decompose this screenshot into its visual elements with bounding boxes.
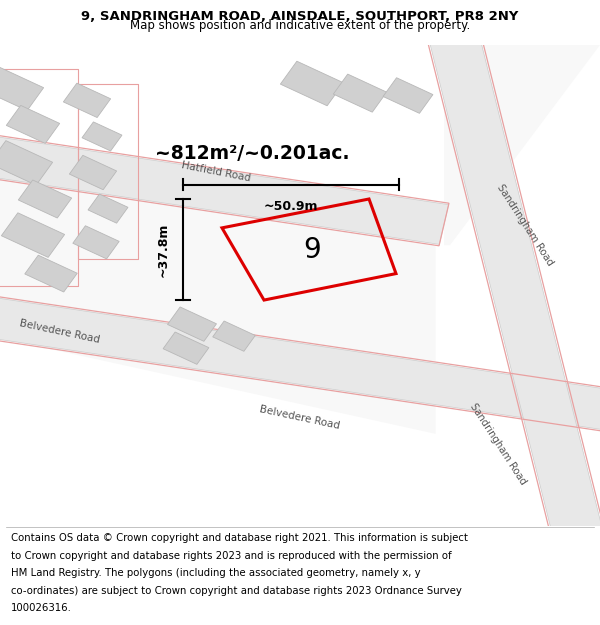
Polygon shape — [7, 106, 59, 143]
Polygon shape — [0, 294, 600, 433]
Polygon shape — [425, 17, 600, 554]
Polygon shape — [82, 122, 122, 151]
Text: ~812m²/~0.201ac.: ~812m²/~0.201ac. — [155, 144, 349, 162]
Text: to Crown copyright and database rights 2023 and is reproduced with the permissio: to Crown copyright and database rights 2… — [11, 551, 451, 561]
Text: 9: 9 — [303, 236, 321, 264]
Polygon shape — [19, 180, 71, 218]
Text: co-ordinates) are subject to Crown copyright and database rights 2023 Ordnance S: co-ordinates) are subject to Crown copyr… — [11, 586, 461, 596]
Text: ~37.8m: ~37.8m — [157, 222, 170, 277]
Text: Belvedere Road: Belvedere Road — [19, 318, 101, 345]
Polygon shape — [163, 332, 209, 364]
Polygon shape — [213, 321, 255, 351]
Polygon shape — [0, 133, 449, 244]
Polygon shape — [25, 255, 77, 292]
Polygon shape — [0, 176, 436, 434]
Text: 9, SANDRINGHAM ROAD, AINSDALE, SOUTHPORT, PR8 2NY: 9, SANDRINGHAM ROAD, AINSDALE, SOUTHPORT… — [82, 10, 518, 23]
Polygon shape — [334, 74, 386, 112]
Text: HM Land Registry. The polygons (including the associated geometry, namely x, y: HM Land Registry. The polygons (includin… — [11, 568, 421, 578]
Text: ~50.9m: ~50.9m — [264, 200, 318, 213]
Text: Map shows position and indicative extent of the property.: Map shows position and indicative extent… — [130, 19, 470, 31]
Polygon shape — [73, 226, 119, 259]
Polygon shape — [383, 78, 433, 113]
Polygon shape — [0, 141, 53, 185]
Polygon shape — [64, 83, 110, 118]
Polygon shape — [1, 213, 65, 258]
Polygon shape — [167, 307, 217, 341]
Polygon shape — [0, 66, 44, 111]
Text: Hatfield Road: Hatfield Road — [181, 160, 251, 183]
Text: Contains OS data © Crown copyright and database right 2021. This information is : Contains OS data © Crown copyright and d… — [11, 533, 468, 543]
Polygon shape — [88, 194, 128, 223]
Text: 100026316.: 100026316. — [11, 604, 71, 614]
Text: Sandringham Road: Sandringham Road — [468, 402, 528, 487]
Polygon shape — [280, 61, 344, 106]
Polygon shape — [70, 156, 116, 190]
Text: Belvedere Road: Belvedere Road — [259, 404, 341, 431]
Text: Sandringham Road: Sandringham Road — [495, 183, 555, 268]
Polygon shape — [444, 45, 600, 245]
